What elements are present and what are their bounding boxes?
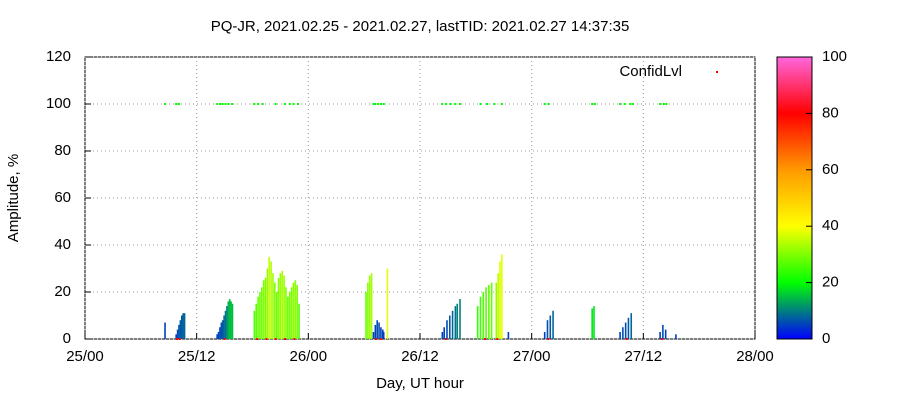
point	[379, 103, 382, 105]
y-tick-label: 60	[54, 189, 71, 206]
y-tick-label: 0	[63, 330, 71, 347]
x-axis-label: Day, UT hour	[376, 375, 464, 392]
point	[547, 103, 550, 105]
point	[292, 103, 295, 105]
point	[176, 338, 179, 340]
y-axis-label: Amplitude, %	[5, 154, 22, 242]
point	[382, 103, 385, 105]
point	[284, 103, 287, 105]
point	[665, 103, 668, 105]
point	[175, 103, 178, 105]
point	[659, 103, 662, 105]
point	[441, 103, 444, 105]
y-tick-label: 100	[46, 95, 71, 112]
point	[224, 103, 227, 105]
point	[445, 103, 448, 105]
point	[496, 338, 499, 340]
point	[662, 103, 665, 105]
x-tick-label: 26/12	[401, 348, 439, 365]
colorbar	[776, 56, 813, 340]
point	[164, 103, 167, 105]
point	[375, 338, 378, 340]
point	[178, 338, 181, 340]
point	[377, 103, 380, 105]
y-tick-label: 120	[46, 48, 71, 65]
point	[221, 103, 224, 105]
point	[623, 103, 626, 105]
point	[479, 103, 482, 105]
point	[293, 338, 296, 340]
x-tick-label: 25/12	[178, 348, 216, 365]
point	[593, 103, 596, 105]
point	[274, 103, 277, 105]
point	[372, 103, 375, 105]
chart-title: PQ-JR, 2021.02.25 - 2021.02.27, lastTID:…	[211, 18, 630, 35]
point	[261, 103, 264, 105]
point	[547, 338, 550, 340]
point	[449, 103, 452, 105]
point	[227, 103, 230, 105]
x-tick-label: 28/00	[736, 348, 774, 365]
x-tick-label: 27/12	[625, 348, 663, 365]
colorbar-tick-label: 100	[822, 48, 847, 65]
point	[177, 103, 180, 105]
x-tick-label: 27/00	[513, 348, 551, 365]
colorbar-tick-label: 60	[822, 161, 839, 178]
x-tick-label: 26/00	[290, 348, 328, 365]
colorbar-tick-label: 80	[822, 104, 839, 121]
point	[288, 103, 291, 105]
point	[284, 338, 287, 340]
y-tick-label: 40	[54, 236, 71, 253]
point	[297, 103, 300, 105]
point	[454, 103, 457, 105]
legend-marker	[716, 71, 718, 73]
point	[591, 103, 594, 105]
point	[265, 338, 268, 340]
point	[543, 103, 546, 105]
point	[218, 103, 221, 105]
point	[231, 103, 234, 105]
colorbar-tick-label: 40	[822, 217, 839, 234]
point	[253, 103, 256, 105]
point	[379, 338, 382, 340]
point	[256, 338, 259, 340]
point	[223, 338, 226, 340]
point	[257, 103, 260, 105]
point	[632, 103, 635, 105]
point	[484, 338, 487, 340]
point	[216, 103, 219, 105]
point	[486, 103, 488, 105]
x-tick-label: 25/00	[66, 348, 104, 365]
colorbar-tick-label: 0	[822, 330, 830, 347]
point	[493, 103, 496, 105]
point	[374, 103, 377, 105]
point	[274, 338, 277, 340]
legend-label: ConfidLvl	[619, 63, 682, 80]
y-tick-label: 20	[54, 283, 71, 300]
point	[660, 338, 663, 340]
y-tick-label: 80	[54, 142, 71, 159]
point	[445, 338, 448, 340]
point	[625, 338, 628, 340]
point	[500, 103, 503, 105]
point	[629, 103, 632, 105]
point	[619, 103, 622, 105]
colorbar-tick-label: 20	[822, 274, 839, 291]
point	[459, 103, 462, 105]
